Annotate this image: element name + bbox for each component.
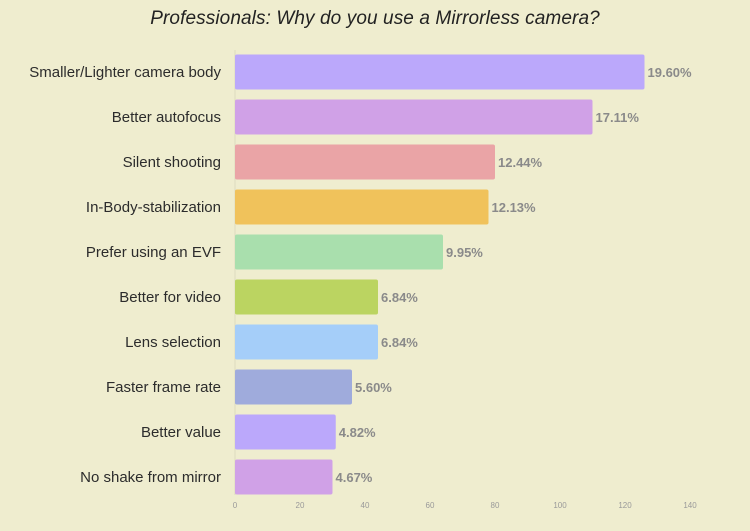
x-tick-label: 100 <box>553 501 567 510</box>
category-label: Lens selection <box>125 334 221 351</box>
category-label: In-Body-stabilization <box>86 199 221 216</box>
x-tick-label: 120 <box>618 501 632 510</box>
bar-8 <box>235 369 352 405</box>
category-label: Silent shooting <box>123 154 221 171</box>
data-label: 19.60% <box>648 65 693 80</box>
data-label: 6.84% <box>381 335 418 350</box>
x-tick-label: 0 <box>233 501 238 510</box>
x-tick-label: 60 <box>426 501 435 510</box>
data-label: 4.82% <box>339 425 376 440</box>
category-label: Better value <box>141 424 221 441</box>
category-label: Smaller/Lighter camera body <box>29 64 221 81</box>
bar-9 <box>235 414 336 450</box>
category-label: Prefer using an EVF <box>86 244 221 261</box>
data-label: 12.44% <box>498 155 543 170</box>
x-tick-label: 20 <box>296 501 305 510</box>
data-label: 6.84% <box>381 290 418 305</box>
bar-5 <box>235 234 443 270</box>
chart-title: Professionals: Why do you use a Mirrorle… <box>150 8 600 29</box>
x-tick-label: 40 <box>361 501 370 510</box>
data-label: 17.11% <box>596 110 640 125</box>
data-label: 5.60% <box>355 380 392 395</box>
bar-4 <box>235 189 489 225</box>
bar-10 <box>235 459 333 495</box>
data-label: 9.95% <box>446 245 483 260</box>
x-tick-label: 140 <box>683 501 697 510</box>
bar-7 <box>235 324 378 360</box>
bar-3 <box>235 144 495 180</box>
bar-2 <box>235 99 593 135</box>
category-label: Faster frame rate <box>106 379 221 396</box>
category-label: Better for video <box>119 289 221 306</box>
bar-1 <box>235 54 645 90</box>
category-label: Better autofocus <box>112 109 221 126</box>
category-label: No shake from mirror <box>80 469 221 486</box>
data-label: 12.13% <box>492 200 537 215</box>
x-tick-label: 80 <box>491 501 500 510</box>
bar-6 <box>235 279 378 315</box>
data-label: 4.67% <box>336 470 373 485</box>
